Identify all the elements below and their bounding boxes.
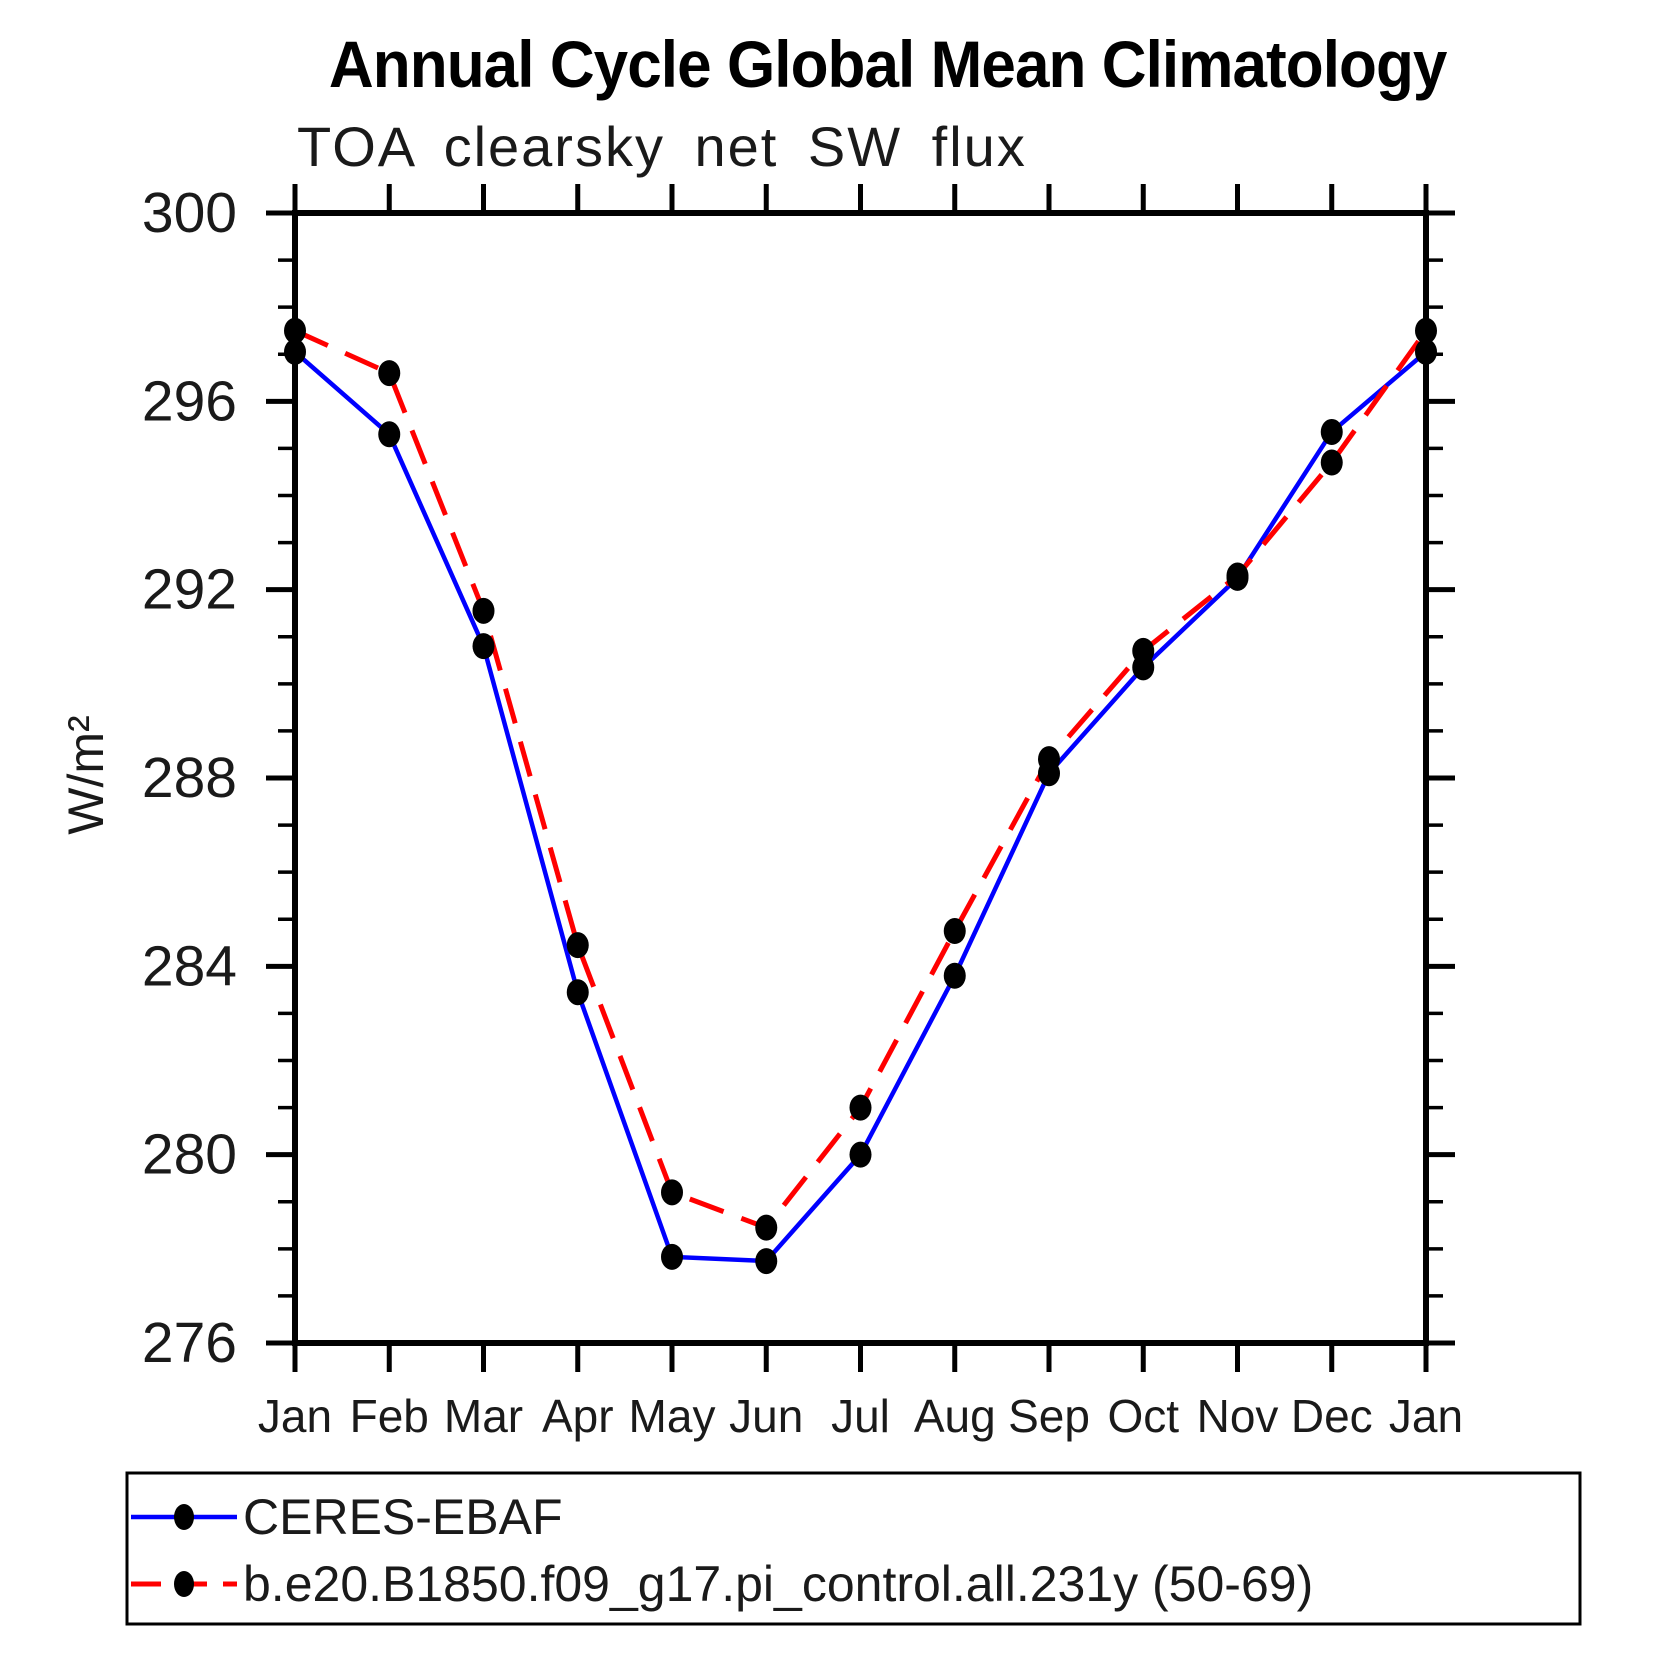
legend-box: [125, 1471, 1582, 1626]
legend-label-0: CERES-EBAF: [243, 1489, 563, 1545]
y-tick-label-280: 280: [142, 1123, 237, 1187]
x-tick-label-dec: Dec: [1291, 1390, 1373, 1442]
data-point-0-mar: [472, 633, 495, 660]
y-axis-label: W/m²: [58, 715, 114, 834]
legend-label-1: b.e20.B1850.f09_g17.pi_control.all.231y …: [243, 1556, 1313, 1612]
x-tick-label-oct: Oct: [1107, 1390, 1179, 1442]
data-point-1-oct: [1132, 637, 1155, 664]
data-point-1-dec: [1320, 449, 1343, 476]
x-tick-label-jul: Jul: [831, 1390, 890, 1442]
data-point-0-jul: [849, 1141, 872, 1168]
x-tick-label-nov: Nov: [1197, 1390, 1279, 1442]
data-point-0-jun: [755, 1248, 778, 1275]
x-tick-label-mar: Mar: [444, 1390, 523, 1442]
data-point-1-apr: [566, 932, 589, 959]
data-point-0-apr: [566, 979, 589, 1006]
series-line-1: [293, 328, 1429, 1231]
data-point-1-mar: [472, 597, 495, 624]
data-point-0-may: [661, 1243, 683, 1270]
y-tick-label-296: 296: [142, 369, 237, 433]
series-line-0: [293, 350, 1428, 1264]
data-point-1-may: [661, 1179, 683, 1206]
x-tick-label-may: May: [629, 1390, 716, 1442]
x-tick-label-jun: Jun: [729, 1390, 803, 1442]
data-point-1-nov: [1226, 562, 1249, 589]
data-point-1-aug: [943, 918, 966, 945]
data-point-1-jan: [284, 317, 306, 344]
x-tick-label-jan: Jan: [1389, 1390, 1463, 1442]
y-tick-label-292: 292: [142, 558, 237, 622]
data-point-1-feb: [378, 360, 401, 387]
x-tick-label-jan: Jan: [258, 1390, 332, 1442]
legend-marker-1: [174, 1571, 194, 1597]
y-tick-label-276: 276: [142, 1311, 237, 1375]
plot-frame: [292, 210, 1429, 1346]
x-tick-label-feb: Feb: [350, 1390, 429, 1442]
x-tick-label-sep: Sep: [1008, 1390, 1090, 1442]
data-point-1-sep: [1038, 746, 1060, 773]
data-point-1-jun: [755, 1214, 778, 1241]
data-point-0-feb: [378, 421, 401, 448]
chart-subtitle: TOA clearsky net SW flux: [297, 115, 1027, 178]
data-point-0-jan: [284, 338, 306, 365]
y-tick-label-300: 300: [142, 181, 237, 245]
data-point-0-dec: [1320, 418, 1343, 445]
x-tick-label-apr: Apr: [542, 1390, 614, 1442]
y-tick-label-284: 284: [142, 934, 237, 998]
data-point-1-jul: [849, 1094, 872, 1121]
legend-marker-0: [174, 1504, 194, 1530]
x-tick-label-aug: Aug: [914, 1390, 996, 1442]
data-point-0-jan: [1415, 338, 1437, 365]
y-tick-label-288: 288: [142, 746, 237, 810]
data-point-0-aug: [943, 962, 966, 989]
chart-title: Annual Cycle Global Mean Climatology: [328, 27, 1447, 101]
data-point-1-jan: [1415, 317, 1437, 344]
